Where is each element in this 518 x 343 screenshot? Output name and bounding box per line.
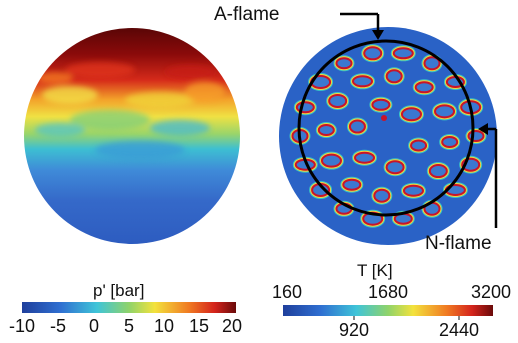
pressure-tick: 10 bbox=[153, 316, 175, 336]
flame-blob bbox=[326, 91, 350, 110]
n-flame-arrow bbox=[478, 123, 498, 228]
flame-blob bbox=[465, 128, 487, 144]
pressure-tick: -5 bbox=[49, 316, 67, 336]
flame-blob bbox=[439, 133, 461, 150]
flame-blob bbox=[333, 55, 355, 72]
temperature-tick: 3200 bbox=[470, 282, 512, 302]
pressure-tick: 0 bbox=[88, 316, 100, 336]
pressure-colorbar bbox=[22, 302, 236, 313]
pressure-tick: 5 bbox=[123, 316, 135, 336]
pressure-tick: -10 bbox=[8, 316, 36, 336]
flame-blob bbox=[412, 79, 436, 96]
flame-blob bbox=[432, 102, 458, 121]
flame-blob bbox=[383, 158, 407, 177]
temperature-field-disc bbox=[279, 27, 497, 245]
n-flame-label: N-flame bbox=[425, 233, 492, 254]
flame-core bbox=[381, 115, 387, 121]
flame-blob bbox=[400, 182, 426, 199]
flame-blob bbox=[369, 96, 393, 113]
flame-blob bbox=[421, 54, 443, 73]
flame-blob bbox=[408, 137, 430, 154]
temperature-colorbar-title: T [K] bbox=[357, 261, 393, 280]
flame-blob bbox=[350, 73, 376, 90]
temperature-tick: 1680 bbox=[367, 282, 409, 302]
a-flame-label: A-flame bbox=[214, 4, 280, 25]
pressure-field-disc bbox=[24, 28, 240, 244]
pressure-tick: 15 bbox=[188, 316, 210, 336]
flame-blob bbox=[352, 149, 378, 166]
flame-blob bbox=[340, 176, 364, 193]
flame-blob bbox=[346, 117, 368, 136]
flame-blob bbox=[398, 105, 424, 124]
flame-blob bbox=[426, 162, 450, 181]
temperature-tick: 920 bbox=[338, 320, 370, 340]
flame-blob bbox=[371, 186, 393, 205]
a-flame-arrow bbox=[340, 12, 384, 40]
flame-blob bbox=[383, 67, 405, 86]
flame-ring-circle bbox=[297, 39, 475, 217]
pressure-tick: 20 bbox=[221, 316, 243, 336]
temperature-tick: 2440 bbox=[438, 320, 480, 340]
pressure-colorbar-title: p' [bar] bbox=[93, 281, 145, 300]
flame-blob bbox=[315, 122, 337, 139]
temperature-colorbar bbox=[283, 305, 493, 316]
flame-blob bbox=[390, 45, 416, 62]
temperature-colorbar-ticks bbox=[353, 316, 460, 320]
flame-blob bbox=[361, 44, 385, 63]
temperature-tick: 160 bbox=[271, 282, 303, 302]
flame-blob bbox=[318, 151, 344, 170]
